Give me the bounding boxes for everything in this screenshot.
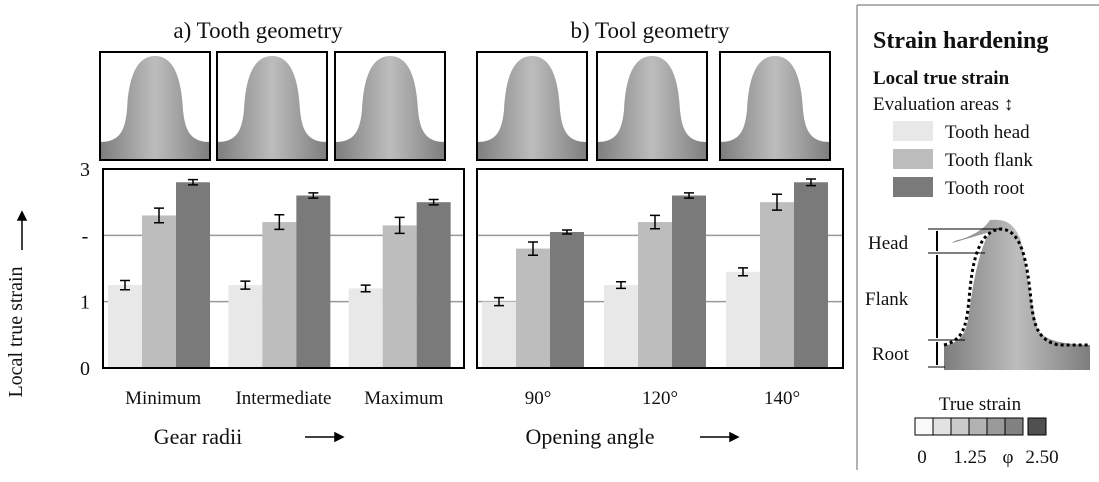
colorbar-label: φ (1003, 447, 1014, 468)
bar (726, 272, 760, 368)
y-tick-label: 1 (80, 292, 90, 314)
legend-label: Tooth flank (945, 150, 1033, 171)
bar (672, 196, 706, 368)
bar (516, 249, 550, 368)
side-panel: Strain hardening Local true strain Evalu… (857, 5, 1099, 470)
bar (794, 182, 828, 368)
colorbar-label: 0 (917, 447, 927, 468)
area-label: Flank (865, 289, 909, 310)
bar (262, 222, 296, 368)
legend-swatch (893, 149, 933, 169)
x-tick-label: 140° (764, 388, 800, 409)
bar (482, 302, 516, 368)
panel-subtitle: Local true strain (873, 68, 1010, 89)
bar (176, 182, 210, 368)
bar (142, 215, 176, 368)
y-tick-label: 0 (80, 358, 90, 380)
bar (417, 202, 451, 368)
bar (349, 288, 383, 368)
x-tick-label: Maximum (364, 388, 443, 409)
page: {"chart_data": [ {"type": "bar", "title"… (0, 0, 1099, 477)
bar (760, 202, 794, 368)
x-tick-label: Minimum (125, 388, 201, 409)
bar (383, 225, 417, 368)
legend-label: Tooth root (945, 178, 1025, 199)
colorbar-label: 1.25 (953, 447, 986, 468)
bar (228, 285, 262, 368)
legend-swatch (893, 177, 933, 197)
x-tick-label: 120° (642, 388, 678, 409)
chart-title: b) Tool geometry (571, 18, 730, 43)
legend-label: Tooth head (945, 122, 1030, 143)
x-axis-label: Gear radii (154, 424, 243, 449)
legend-title: Evaluation areas ↕ (873, 94, 1013, 115)
panel-title: Strain hardening (873, 28, 1048, 54)
area-label: Head (868, 233, 909, 254)
figure: Local true strain Strain hardening Local… (0, 0, 1099, 477)
bar (638, 222, 672, 368)
chart-title: a) Tooth geometry (173, 18, 343, 43)
area-label: Root (872, 344, 910, 365)
bar (296, 196, 330, 368)
y-axis-label: Local true strain (5, 266, 27, 397)
colorbar-title: True strain (939, 394, 1022, 415)
x-tick-label: 90° (525, 388, 552, 409)
x-tick-label: Intermediate (235, 388, 331, 409)
y-tick-label: - (82, 225, 89, 247)
y-tick-label: 3 (80, 159, 90, 181)
legend-swatch (893, 121, 933, 141)
bar (604, 285, 638, 368)
bar (108, 285, 142, 368)
colorbar-label: 2.50 (1025, 447, 1058, 468)
thumbnails (100, 52, 830, 160)
x-axis-label: Opening angle (526, 424, 655, 449)
bar (550, 232, 584, 368)
